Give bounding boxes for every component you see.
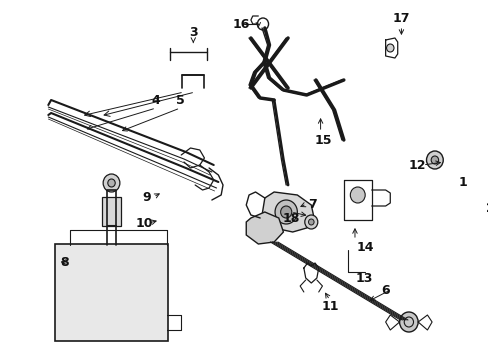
- Circle shape: [274, 200, 297, 224]
- Circle shape: [426, 151, 442, 169]
- Circle shape: [280, 206, 291, 218]
- Circle shape: [430, 156, 438, 164]
- Circle shape: [107, 179, 115, 187]
- Circle shape: [308, 219, 313, 225]
- Text: 17: 17: [392, 12, 409, 24]
- FancyBboxPatch shape: [55, 244, 168, 341]
- Text: 9: 9: [142, 190, 151, 203]
- Text: 14: 14: [356, 240, 373, 253]
- Text: 16: 16: [232, 18, 250, 31]
- Text: 8: 8: [61, 256, 69, 269]
- Text: 11: 11: [322, 300, 339, 312]
- FancyBboxPatch shape: [102, 197, 121, 225]
- Text: 18: 18: [282, 212, 299, 225]
- Text: 10: 10: [135, 216, 152, 230]
- Polygon shape: [246, 212, 283, 244]
- Text: 12: 12: [407, 158, 425, 171]
- Text: 15: 15: [314, 134, 331, 147]
- Circle shape: [103, 174, 120, 192]
- Text: 5: 5: [176, 94, 184, 107]
- Text: 4: 4: [151, 94, 160, 107]
- Text: 2: 2: [485, 202, 488, 215]
- Text: 13: 13: [355, 271, 372, 284]
- Polygon shape: [262, 192, 313, 232]
- Text: 6: 6: [381, 284, 389, 297]
- Text: 1: 1: [457, 176, 466, 189]
- Circle shape: [304, 215, 317, 229]
- Text: 3: 3: [188, 26, 197, 39]
- Text: 7: 7: [307, 198, 316, 211]
- Circle shape: [399, 312, 417, 332]
- Circle shape: [386, 44, 393, 52]
- Circle shape: [349, 187, 365, 203]
